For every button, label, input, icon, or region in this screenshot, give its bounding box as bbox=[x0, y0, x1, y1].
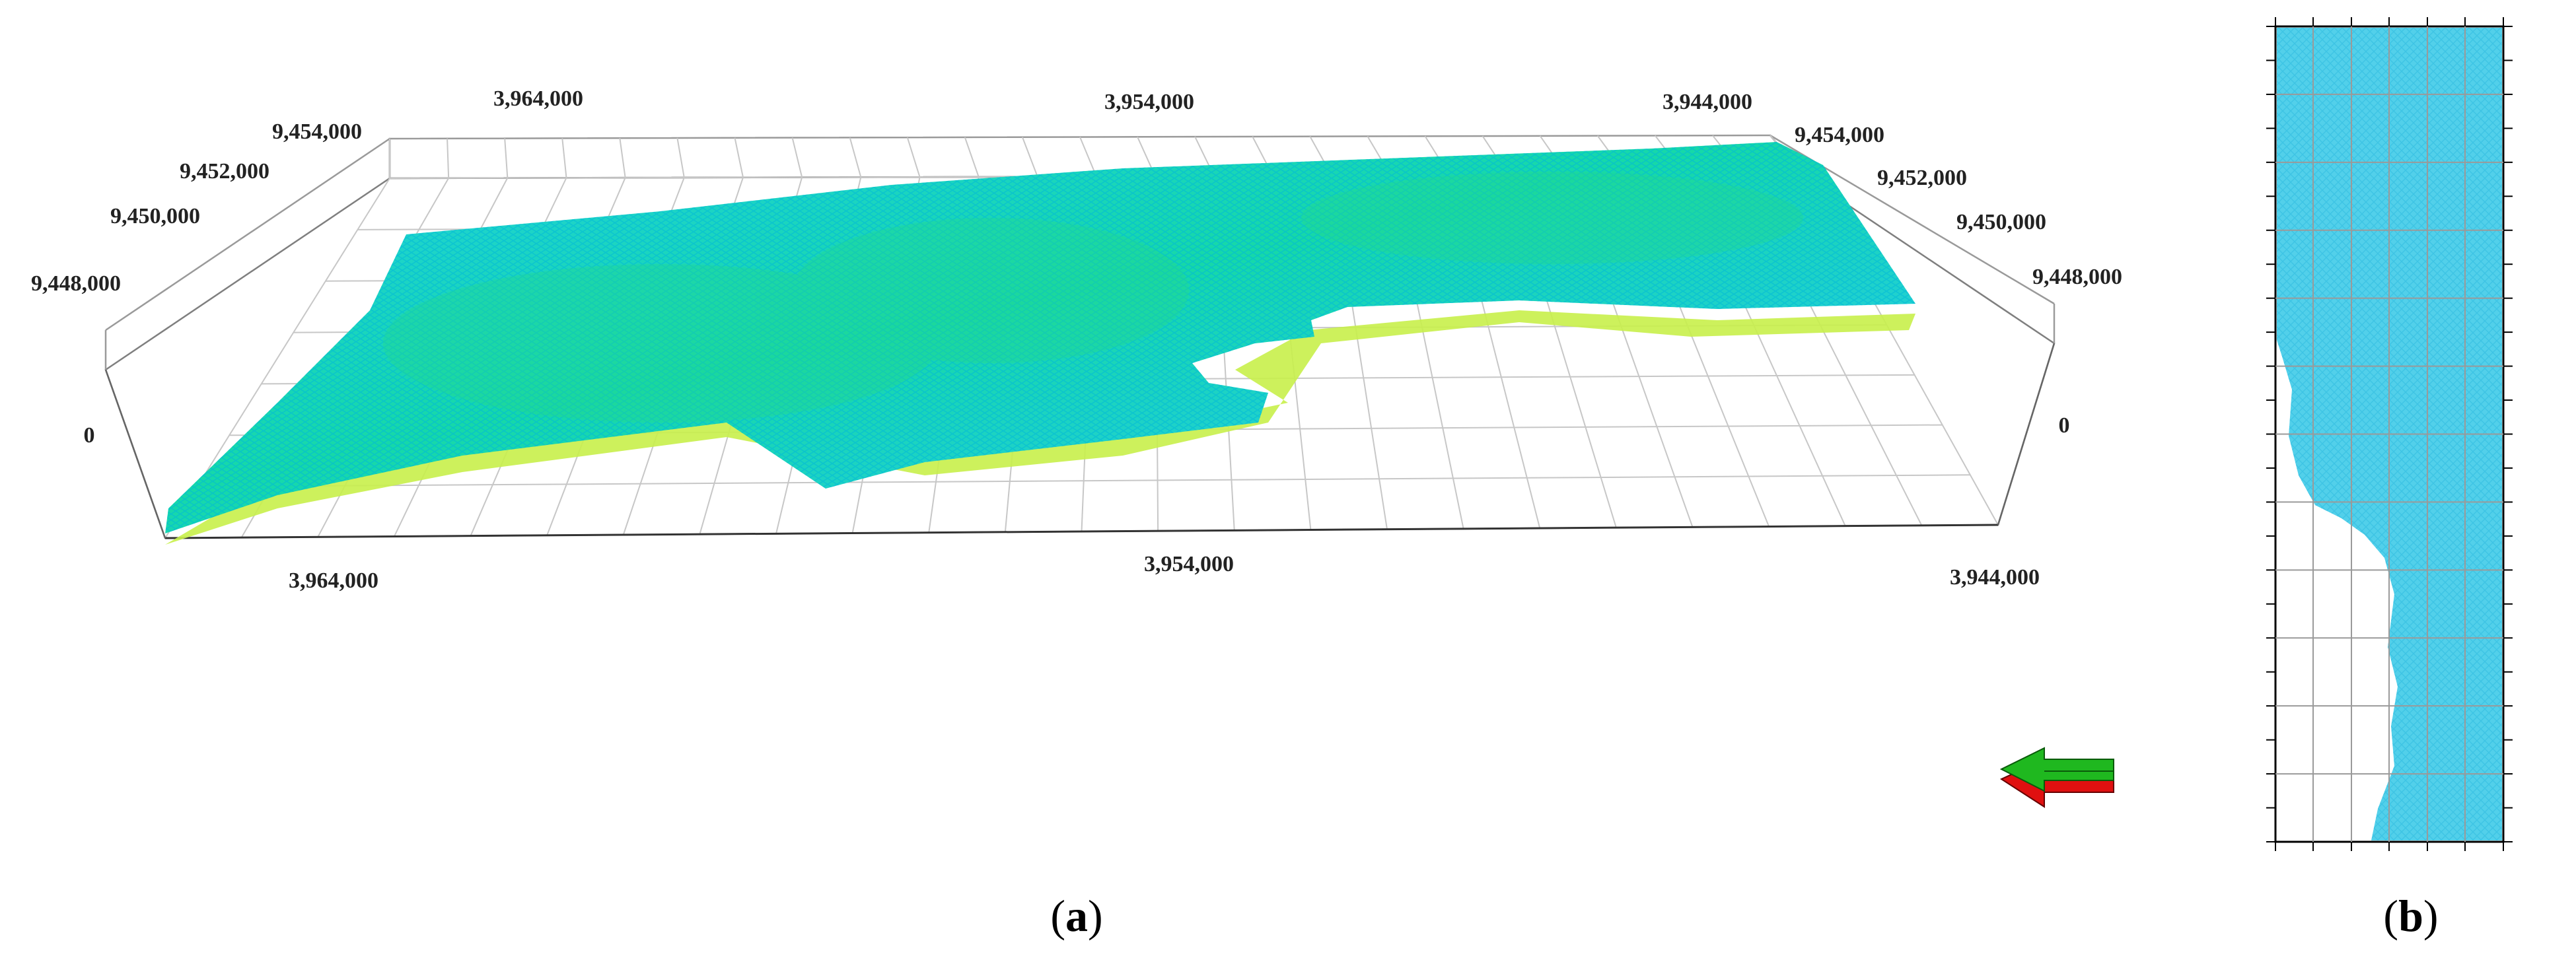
right-depth-tick-4: 9,448,000 bbox=[2032, 265, 2122, 289]
back-wall-line bbox=[561, 138, 567, 178]
panel-b: (b) bbox=[2266, 17, 2513, 941]
back-wall-line bbox=[676, 137, 685, 178]
back-wall-line bbox=[791, 137, 803, 178]
plan-view-grid bbox=[2266, 17, 2513, 851]
front-bottom-tick-3: 3,944,000 bbox=[1950, 565, 2040, 590]
back-wall-line bbox=[1079, 137, 1097, 177]
floor-grid-line bbox=[197, 474, 1970, 488]
back-wall-line bbox=[849, 137, 862, 178]
surface-underlayer bbox=[165, 310, 1915, 545]
back-wall-line bbox=[1021, 137, 1038, 178]
right-depth-tick-3: 9,450,000 bbox=[1956, 210, 2046, 234]
left-arrow-icon bbox=[1999, 747, 2114, 808]
front-bottom-tick-1: 3,964,000 bbox=[289, 568, 378, 593]
back-top-tick-3: 3,944,000 bbox=[1663, 90, 1752, 114]
mesh-shading bbox=[383, 172, 1803, 423]
front-bottom-tick-2: 3,954,000 bbox=[1144, 552, 1234, 576]
back-wall-line bbox=[447, 138, 450, 178]
back-top-tick-1: 3,964,000 bbox=[493, 86, 583, 111]
left-axis-line bbox=[104, 369, 166, 539]
left-depth-tick-3: 9,450,000 bbox=[110, 204, 200, 228]
left-vertical-tick-0: 0 bbox=[84, 423, 95, 448]
right-depth-tick-2: 9,452,000 bbox=[1877, 166, 1967, 190]
back-wall-line bbox=[619, 138, 626, 178]
back-wall-line bbox=[964, 137, 980, 178]
right-axis-line bbox=[1997, 343, 2056, 526]
left-depth-tick-2: 9,452,000 bbox=[180, 159, 269, 184]
back-top-tick-2: 3,954,000 bbox=[1104, 90, 1194, 114]
caption-a: (a) bbox=[1050, 891, 1102, 941]
front-axis-line bbox=[164, 524, 1999, 539]
left-depth-tick-4: 9,448,000 bbox=[31, 271, 121, 296]
right-depth-tick-1: 9,454,000 bbox=[1795, 123, 1884, 147]
panel-a: 3,964,000 3,954,000 3,944,000 3,964,000 … bbox=[31, 86, 2122, 941]
bathymetry-mesh-texture bbox=[165, 142, 1915, 533]
back-wall-line bbox=[734, 137, 744, 178]
back-wall-line bbox=[906, 137, 921, 178]
right-vertical-tick-0: 0 bbox=[2059, 413, 2070, 438]
left-depth-tick-1: 9,454,000 bbox=[272, 120, 362, 144]
back-wall-line bbox=[504, 138, 509, 178]
caption-b: (b) bbox=[2383, 891, 2438, 941]
